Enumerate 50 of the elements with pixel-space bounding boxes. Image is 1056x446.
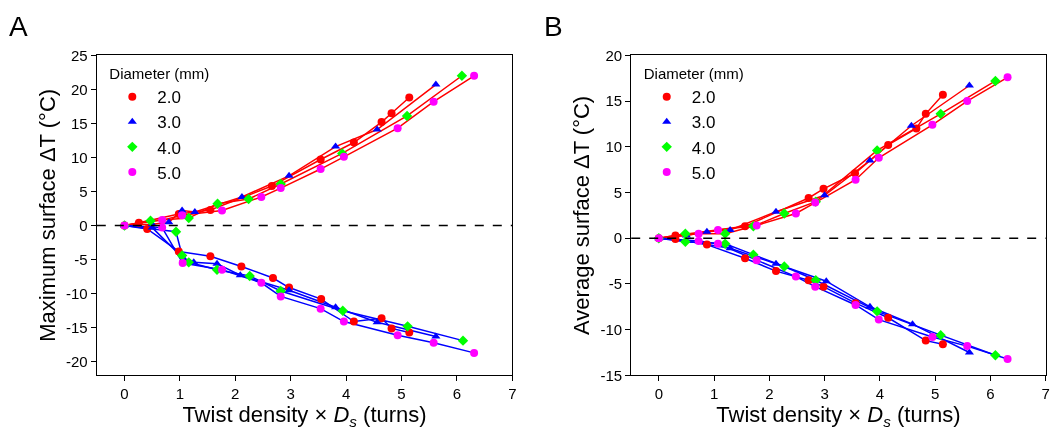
- y-tick-label: 20: [605, 46, 623, 64]
- legend-label: 2.0: [157, 88, 181, 108]
- legend-label: 2.0: [691, 88, 716, 108]
- x-tick-label: 1: [709, 385, 719, 403]
- y-tick-label: 10: [71, 148, 88, 166]
- text: B: [544, 11, 563, 42]
- y-tick-label: 5: [613, 183, 623, 201]
- x-tick-label: 4: [875, 385, 885, 403]
- x-tick-label: 0: [120, 385, 129, 403]
- x-tick-label: 4: [341, 385, 351, 403]
- x-tick-label: 5: [397, 385, 406, 403]
- x-tick-label: 5: [930, 385, 940, 403]
- y-tick-label: 10: [605, 138, 623, 156]
- x-tick-label: 6: [452, 385, 462, 403]
- y-tick-label: -10: [66, 284, 88, 302]
- x-tick-label: 3: [286, 385, 295, 403]
- x-tick-label: 6: [986, 385, 995, 403]
- y-tick-label: -15: [66, 318, 88, 336]
- y-tick-label: 0: [79, 216, 88, 234]
- y-tick-label: 15: [71, 114, 88, 132]
- x-tick-label: 0: [654, 385, 663, 403]
- x-tick-label: 3: [820, 385, 829, 403]
- x-axis-title: Twist density × D$_{s}$ (turns): [716, 402, 961, 431]
- y-tick-label: 0: [613, 229, 623, 247]
- y-tick-label: 15: [605, 92, 623, 110]
- x-tick-label: 1: [175, 385, 185, 403]
- y-tick-label: 5: [79, 182, 88, 200]
- legend-label: 5.0: [157, 163, 181, 183]
- y-axis-title: Maximum surface ΔT (°C): [34, 88, 60, 342]
- x-axis-title: Twist density × D$_{s}$ (turns): [182, 402, 427, 431]
- legend-label: 4.0: [157, 138, 181, 158]
- legend-label: 3.0: [691, 113, 716, 133]
- x-tick-label: 7: [508, 385, 517, 403]
- legend-label: 5.0: [691, 163, 716, 183]
- y-tick-label: -5: [608, 275, 623, 293]
- y-tick-label: 25: [71, 46, 88, 64]
- legend-title: Diameter (mm): [643, 65, 744, 83]
- x-tick-label: 7: [1041, 385, 1050, 403]
- y-tick-label: -15: [600, 366, 623, 384]
- y-tick-label: -10: [600, 320, 623, 338]
- legend-label: 3.0: [157, 113, 181, 133]
- y-tick-label: 20: [71, 80, 88, 98]
- y-tick-label: -5: [74, 250, 88, 268]
- y-tick-label: -20: [66, 353, 88, 370]
- y-axis-title: Average surface ΔT (°C): [569, 95, 595, 335]
- legend-title: Diameter (mm): [109, 65, 210, 83]
- x-tick-label: 2: [231, 385, 240, 403]
- text: A: [9, 11, 28, 42]
- legend-label: 4.0: [691, 138, 716, 158]
- x-tick-label: 2: [765, 385, 774, 403]
